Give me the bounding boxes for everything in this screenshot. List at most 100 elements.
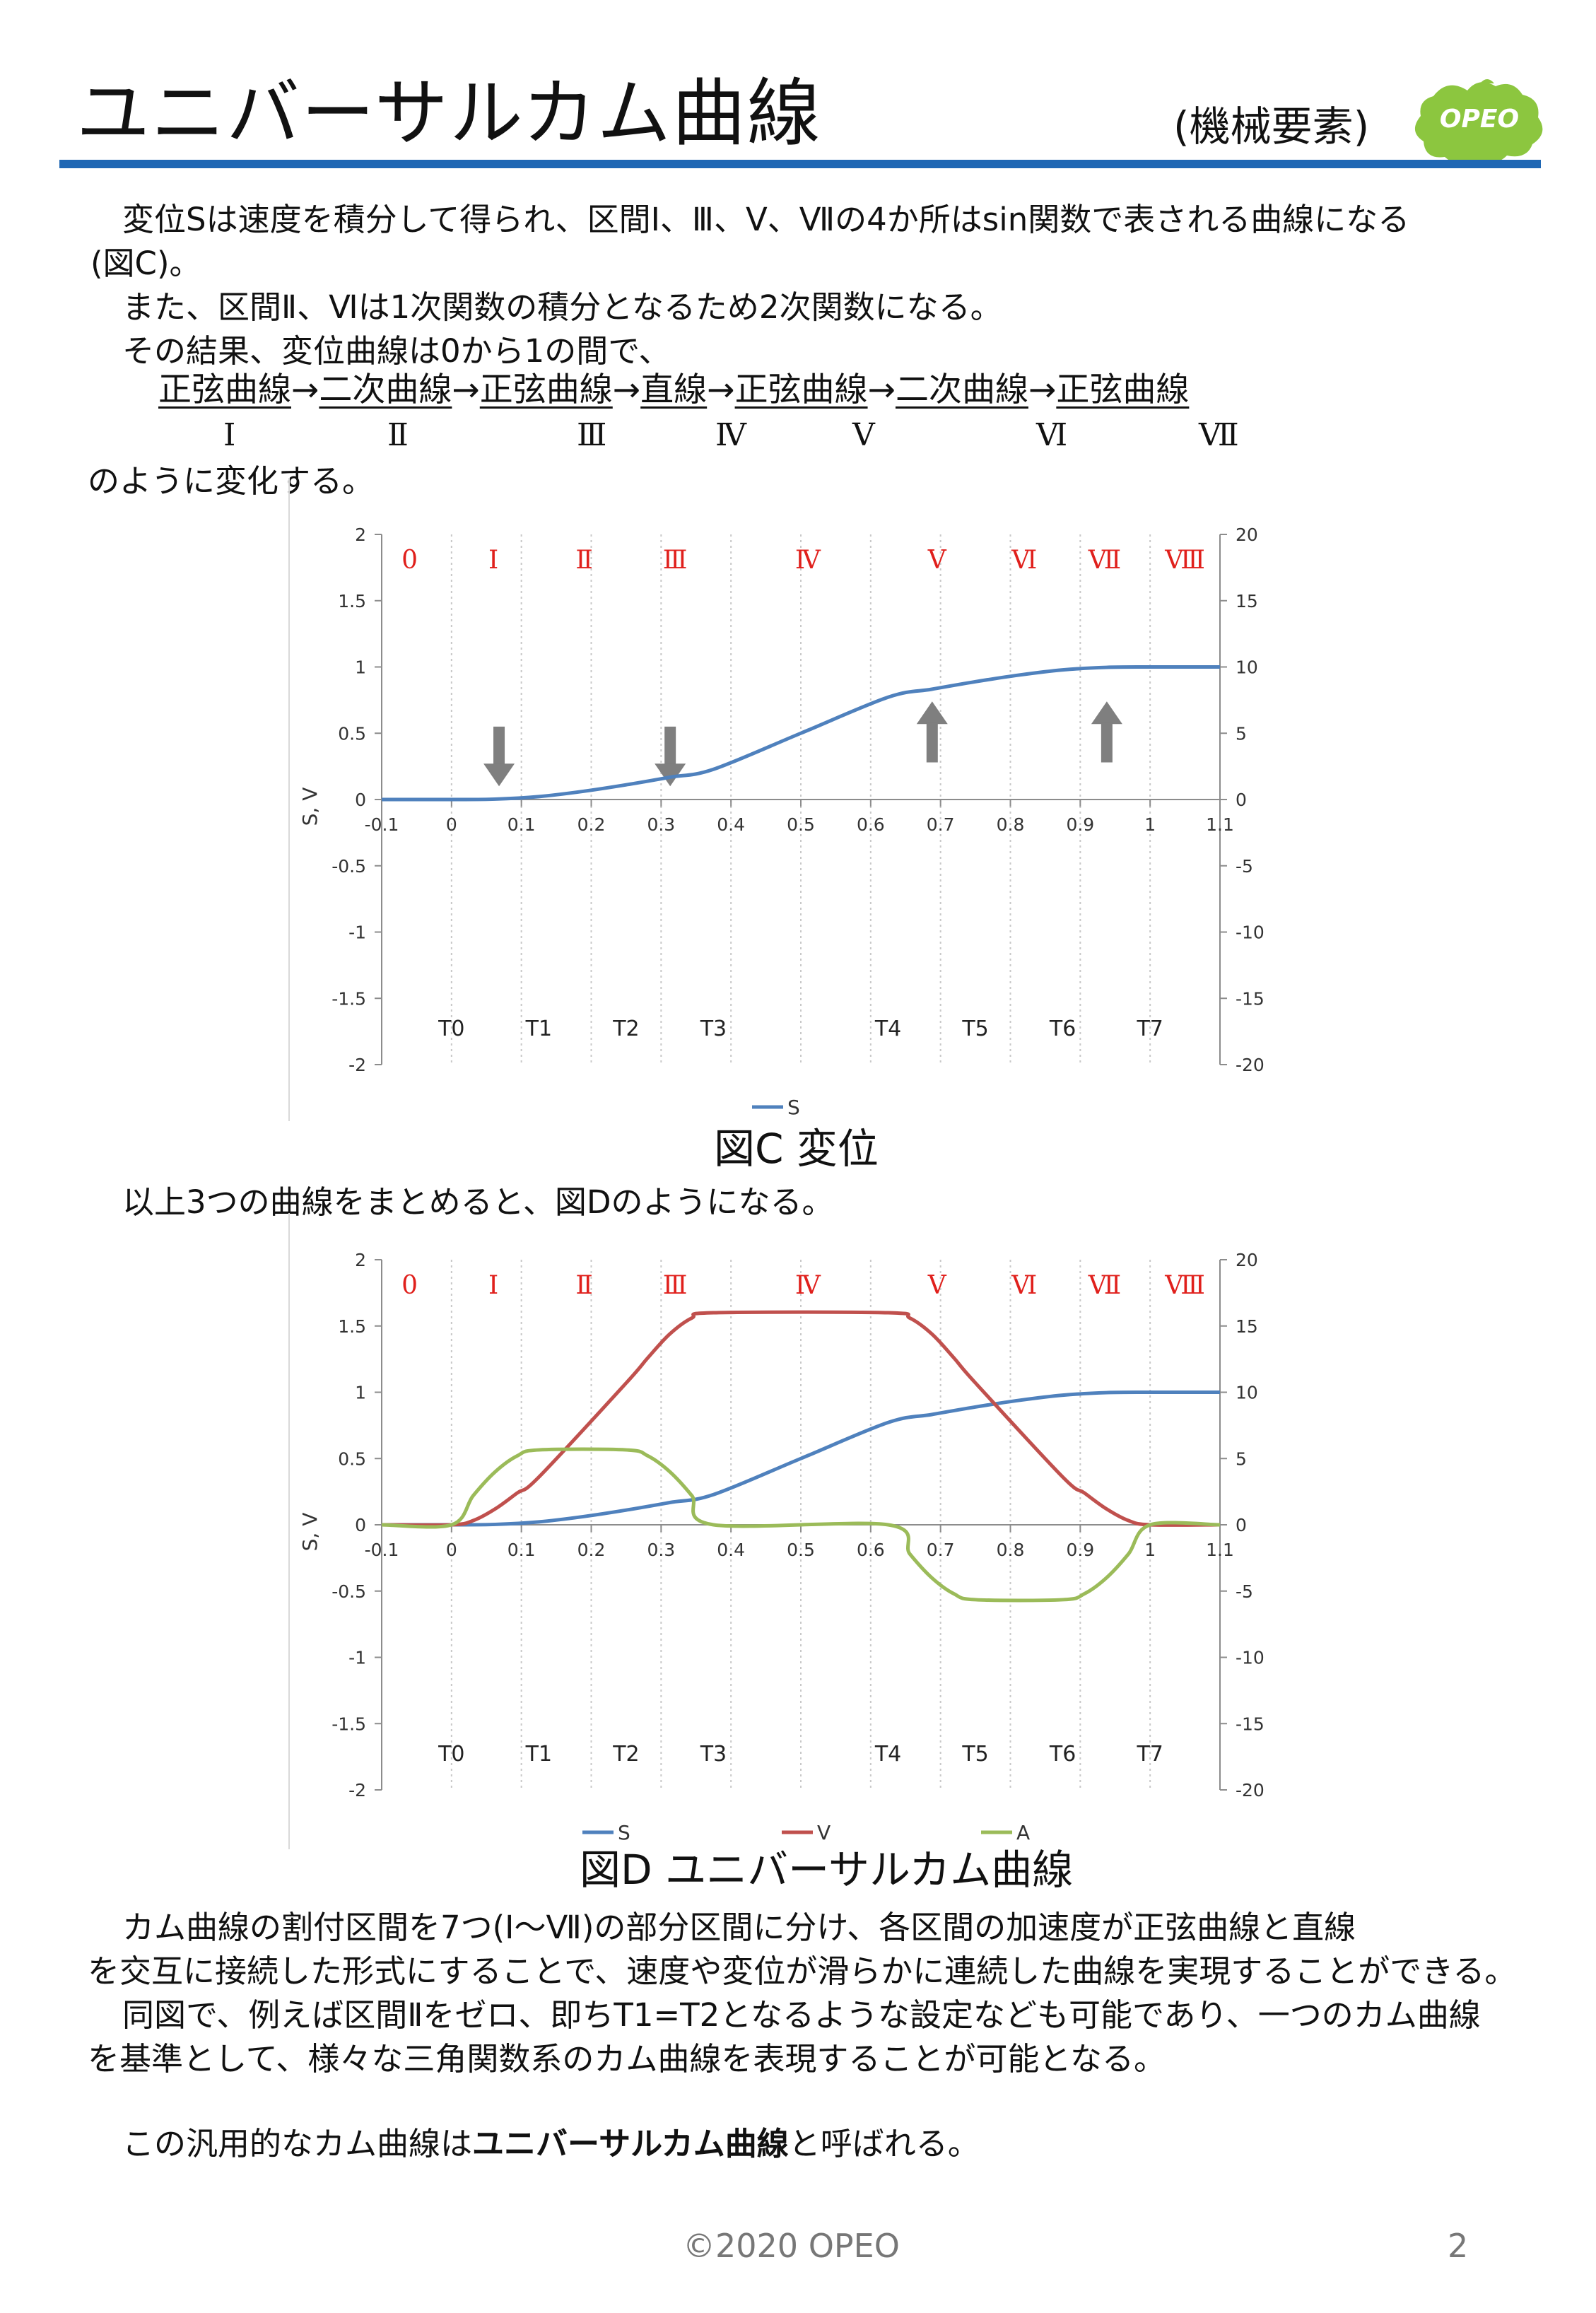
section-label: Ⅲ — [663, 546, 688, 575]
section-label: Ⅳ — [795, 1271, 821, 1300]
x-tick-label: 0.3 — [647, 814, 675, 835]
intro-line-2: (図C)。 — [90, 245, 201, 282]
y-right-tick-label: -10 — [1236, 923, 1265, 943]
y-left-tick-label: -0.5 — [331, 1581, 366, 1602]
x-tick-label: 0.5 — [787, 814, 815, 835]
t-label: T1 — [525, 1017, 552, 1041]
section-label: Ⅱ — [575, 546, 592, 575]
y-right-tick-label: 20 — [1236, 1250, 1258, 1270]
header-rule — [59, 160, 1541, 168]
section-label: Ⅶ — [1088, 1271, 1121, 1300]
y-left-tick-label: 1 — [355, 657, 366, 678]
y-right-tick-label: -15 — [1236, 988, 1265, 1009]
arrow-shaft — [1101, 722, 1113, 763]
y-right-tick-label: 10 — [1236, 657, 1258, 678]
sequence-arrow: → — [1028, 370, 1057, 409]
t-label: T6 — [1049, 1742, 1076, 1767]
logo-text: OPEO — [1440, 105, 1519, 134]
y-left-tick-label: -0.5 — [331, 856, 366, 877]
section-label: 0 — [401, 1271, 418, 1300]
x-tick-label: 0.3 — [647, 1540, 675, 1560]
body-bold-term: ユニバーサルカム曲線 — [472, 2125, 789, 2162]
sequence-item: 二次曲線 — [319, 370, 452, 409]
y-left-tick-label: 0 — [355, 1515, 366, 1535]
sequence-roman: Ⅲ — [577, 417, 607, 453]
section-label: Ⅴ — [927, 546, 947, 575]
section-label: Ⅵ — [1011, 1271, 1037, 1300]
sequence-item: 正弦曲線 — [734, 370, 868, 409]
sequence-arrow: → — [291, 370, 319, 409]
t-label: T7 — [1136, 1017, 1163, 1041]
y-right-tick-label: 5 — [1236, 1448, 1247, 1469]
x-tick-label: 0 — [446, 814, 457, 835]
x-tick-label: 0 — [446, 1540, 457, 1560]
sequence-arrow: → — [867, 370, 896, 409]
logo-icon: OPEO — [1414, 79, 1543, 165]
sequence-item: 直線 — [640, 370, 708, 409]
y-right-tick-label: -20 — [1236, 1055, 1265, 1075]
series-line-S — [381, 664, 1221, 802]
y-right-tick-label: 15 — [1236, 1316, 1258, 1337]
body-line-5: この汎用的なカム曲線はユニバーサルカム曲線と呼ばれる。 — [90, 2122, 980, 2166]
y-left-tick-label: 1 — [355, 1383, 366, 1403]
x-tick-label: 0.1 — [507, 1540, 536, 1560]
t-label: T3 — [700, 1017, 727, 1041]
body-text: この汎用的なカム曲線は — [90, 2125, 473, 2162]
legend-label: S — [787, 1096, 800, 1119]
y-right-tick-label: 0 — [1236, 790, 1247, 810]
t-label: T0 — [438, 1742, 464, 1767]
x-tick-label: 0.8 — [997, 1540, 1025, 1560]
y-left-tick-label: 1.5 — [338, 1316, 366, 1337]
figure-c-caption: 図C 変位 — [714, 1125, 879, 1173]
y-left-tick-label: 1.5 — [338, 591, 366, 611]
intro-line-3: また、区間Ⅱ、Ⅵは1次関数の積分となるため2次関数になる。 — [90, 288, 1002, 326]
body-line-4: を基準として、様々な三角関数系のカム曲線を表現することが可能となる。 — [88, 2040, 1166, 2078]
x-tick-label: 0.4 — [717, 1540, 745, 1560]
footer-copyright: ©2020 OPEO — [683, 2227, 900, 2265]
legend-label: V — [817, 1821, 831, 1844]
t-label: T0 — [438, 1017, 464, 1041]
section-label: Ⅰ — [488, 1271, 498, 1300]
category-label: (機械要素) — [1173, 103, 1370, 151]
t-label: T5 — [961, 1017, 988, 1041]
section-label: Ⅷ — [1164, 1271, 1205, 1300]
x-tick-label: -0.1 — [365, 814, 399, 835]
t-label: T4 — [874, 1742, 901, 1767]
y-right-tick-label: -5 — [1236, 856, 1253, 877]
body-line-2: を交互に接続した形式にすることで、速度や変位が滑らかに連続した曲線を実現すること… — [88, 1952, 1517, 1990]
arrow-shaft — [664, 726, 676, 766]
opeo-logo: OPEO — [1412, 76, 1547, 165]
x-tick-label: 0.9 — [1066, 814, 1094, 835]
y-left-tick-label: 0.5 — [338, 1448, 366, 1469]
curve-sequence: 正弦曲線→二次曲線→正弦曲線→直線→正弦曲線→二次曲線→正弦曲線 — [158, 373, 1189, 406]
series-line-A — [381, 1447, 1221, 1603]
section-label: 0 — [401, 546, 418, 575]
x-tick-label: 1 — [1144, 814, 1156, 835]
y-right-tick-label: 5 — [1236, 723, 1247, 744]
sequence-roman: Ⅰ — [223, 417, 236, 453]
series-line-S — [381, 1390, 1221, 1527]
sequence-roman: Ⅶ — [1199, 417, 1239, 453]
arrow-shaft — [926, 722, 938, 763]
x-tick-label: 0.7 — [927, 814, 955, 835]
x-tick-label: 1.1 — [1206, 814, 1234, 835]
section-label: Ⅵ — [1011, 546, 1037, 575]
page-title: ユニバーサルカム曲線 — [76, 70, 822, 156]
y-right-tick-label: -10 — [1236, 1648, 1265, 1668]
section-label: Ⅰ — [488, 546, 498, 575]
section-label: Ⅶ — [1088, 546, 1121, 575]
t-label: T3 — [700, 1742, 727, 1767]
y-left-tick-label: -2 — [348, 1055, 366, 1075]
x-tick-label: 0.8 — [997, 814, 1025, 835]
y-right-tick-label: 0 — [1236, 1515, 1247, 1535]
t-label: T5 — [961, 1742, 988, 1767]
arrow-up-icon — [1091, 701, 1122, 763]
y-left-tick-label: -1.5 — [331, 1714, 366, 1734]
y-left-tick-label: 2 — [355, 1250, 366, 1270]
arrow-head — [1091, 701, 1122, 725]
figure-border — [288, 1213, 290, 1849]
body-line-1: カム曲線の割付区間を7つ(Ⅰ～Ⅶ)の部分区間に分け、各区間の加速度が正弦曲線と直… — [90, 1909, 1356, 1946]
x-tick-label: 0.2 — [577, 1540, 606, 1560]
section-label: Ⅴ — [927, 1271, 947, 1300]
y-right-tick-label: -5 — [1236, 1581, 1253, 1602]
